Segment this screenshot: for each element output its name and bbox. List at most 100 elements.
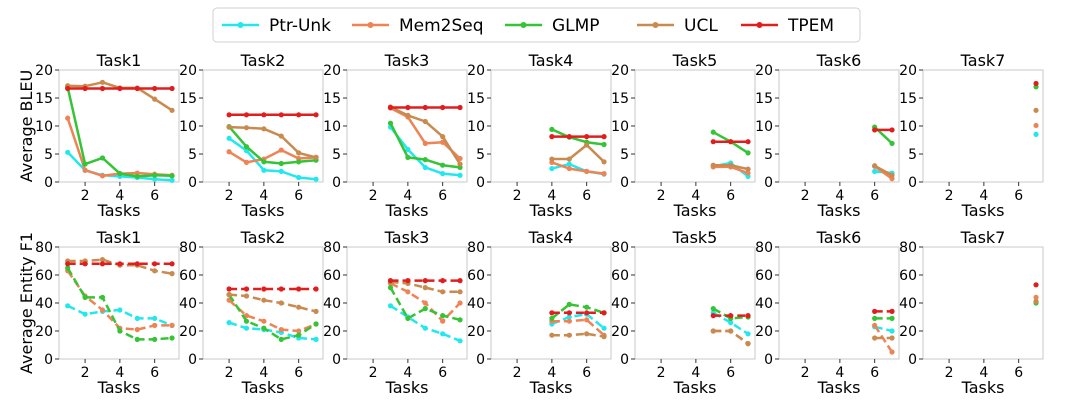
- data-point: [296, 328, 302, 334]
- data-point: [549, 134, 555, 140]
- series-line: [228, 148, 317, 164]
- y-tick-label: 5: [44, 147, 53, 163]
- y-tick-label: 80: [611, 240, 629, 256]
- data-point: [243, 144, 250, 150]
- data-point: [566, 156, 572, 162]
- data-point: [261, 286, 267, 292]
- data-point: [566, 165, 572, 172]
- data-point: [1033, 282, 1039, 288]
- data-point: [440, 162, 446, 168]
- data-point: [889, 140, 895, 146]
- data-point: [457, 338, 463, 344]
- data-point: [169, 261, 175, 267]
- data-point: [566, 310, 572, 316]
- data-point: [457, 300, 463, 306]
- data-point: [65, 303, 71, 309]
- data-point: [440, 104, 446, 111]
- x-tick-label: 6: [294, 365, 303, 381]
- data-point: [296, 150, 302, 156]
- data-point: [152, 176, 158, 182]
- y-tick-label: 80: [467, 240, 485, 256]
- y-tick-label: 5: [620, 147, 629, 163]
- data-point: [313, 308, 319, 314]
- data-point: [422, 164, 428, 171]
- series-line: [551, 332, 605, 338]
- data-point: [566, 161, 572, 167]
- legend-swatch-marker: [520, 22, 527, 28]
- data-point: [457, 289, 463, 295]
- x-tick-label: 6: [1014, 365, 1023, 381]
- data-point: [728, 313, 734, 319]
- y-tick-label: 20: [611, 63, 629, 79]
- data-point: [440, 171, 446, 177]
- data-point: [745, 139, 751, 145]
- legend-label: GLMP: [552, 16, 600, 36]
- data-point: [387, 278, 394, 284]
- data-point: [243, 318, 250, 324]
- panel-title: Task7: [960, 228, 1006, 247]
- data-point: [872, 127, 878, 133]
- y-tick-label: 5: [764, 147, 773, 163]
- y-tick-label: 80: [755, 240, 773, 256]
- panel-title: Task6: [816, 228, 862, 247]
- y-tick-label: 0: [620, 175, 629, 191]
- data-point: [169, 177, 175, 183]
- y-tick-label: 15: [323, 91, 341, 107]
- series-ucl: [710, 162, 751, 172]
- data-point: [872, 163, 878, 169]
- data-point: [296, 112, 302, 118]
- plot-area: [202, 246, 324, 360]
- series-ptr-unk: [226, 135, 319, 182]
- x-tick-label: 4: [835, 365, 844, 381]
- y-tick-label: 40: [899, 296, 917, 312]
- panel-title: Task4: [528, 51, 574, 70]
- plot-area: [922, 69, 1044, 183]
- data-point: [226, 112, 232, 118]
- y-tick-label: 60: [323, 268, 341, 284]
- data-point: [549, 156, 555, 162]
- data-point: [405, 278, 411, 284]
- x-tick-label: 2: [369, 188, 378, 204]
- data-point: [440, 139, 446, 145]
- y-tick-label: 20: [323, 324, 341, 340]
- legend: Ptr-Unk Mem2Seq GLMP UCL TPEM: [212, 7, 861, 43]
- y-tick-label: 5: [476, 147, 485, 163]
- data-point: [422, 140, 428, 146]
- data-point: [169, 322, 175, 328]
- series-line: [228, 299, 317, 333]
- legend-item-mem2seq: Mem2Seq: [352, 16, 484, 36]
- data-point: [261, 112, 267, 118]
- x-tick-label: 4: [547, 188, 556, 204]
- data-point: [278, 147, 284, 153]
- series-tpem: [710, 313, 751, 319]
- series-line: [228, 321, 317, 341]
- data-point: [745, 170, 751, 176]
- panel-title: Task5: [672, 51, 718, 70]
- x-tick-label: 4: [403, 188, 412, 204]
- y-tick-label: 15: [755, 91, 773, 107]
- data-point: [152, 322, 158, 328]
- series-line: [551, 318, 605, 337]
- series-glmp: [872, 315, 895, 321]
- panel-task2: Task2 0 5 10 15 20 2 4 6 Tasks: [179, 51, 324, 220]
- x-tick-label: 6: [1014, 188, 1023, 204]
- y-tick-label: 15: [899, 91, 917, 107]
- y-tick-label: 20: [35, 63, 53, 79]
- plot-area: [346, 69, 468, 183]
- series-line: [228, 293, 317, 313]
- series-ptr-unk: [1033, 131, 1039, 137]
- x-tick-label: 4: [403, 365, 412, 381]
- y-tick-label: 40: [467, 296, 485, 312]
- data-point: [261, 159, 267, 165]
- series-line: [874, 325, 893, 333]
- data-point: [99, 261, 106, 267]
- panel-task3: Task3 0 20 40 60 80 2 4 6 Tasks: [323, 228, 468, 397]
- x-tick-label: 2: [801, 365, 810, 381]
- data-point: [440, 318, 446, 324]
- data-point: [549, 332, 555, 338]
- y-tick-label: 40: [323, 296, 341, 312]
- data-point: [745, 150, 751, 156]
- data-point: [549, 126, 555, 132]
